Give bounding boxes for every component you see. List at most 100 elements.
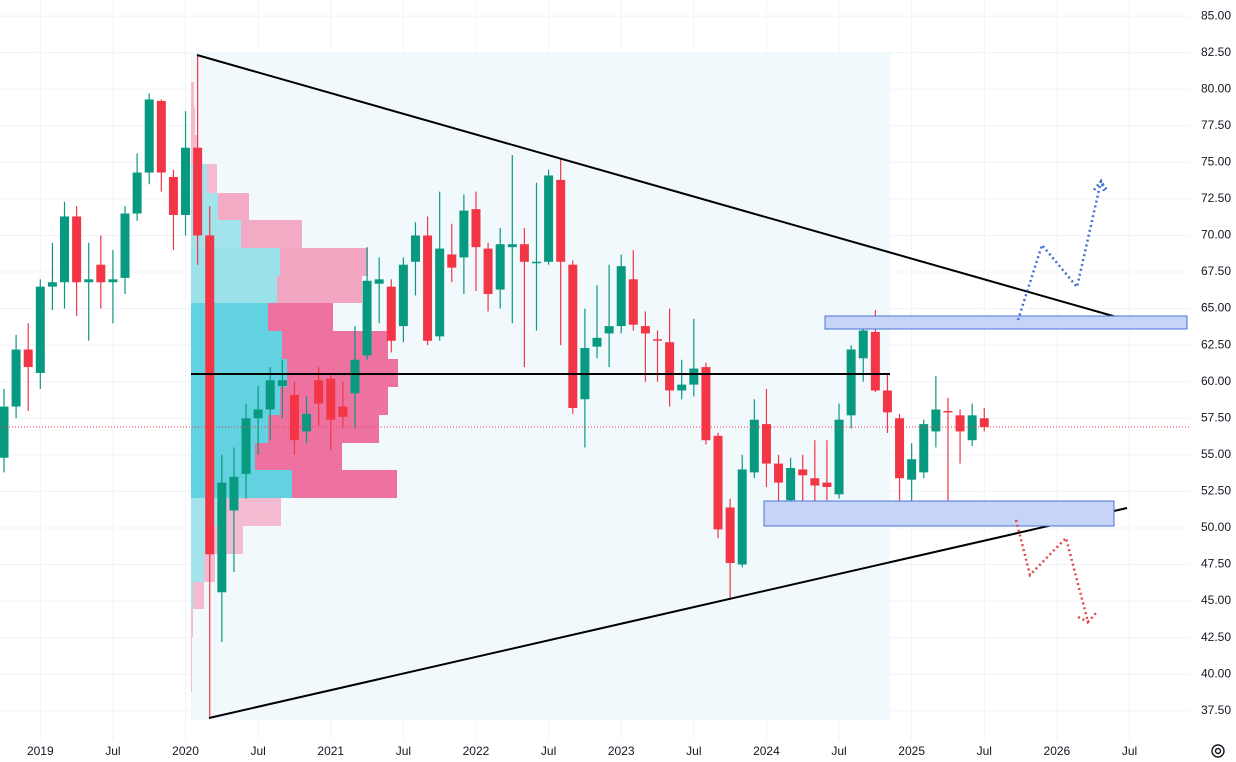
x-tick-label: 2020	[172, 744, 199, 758]
candle-body	[822, 482, 832, 487]
candle-body	[701, 367, 711, 441]
y-tick-label: 62.50	[1201, 337, 1231, 351]
candle-body	[181, 147, 191, 215]
candle-body	[798, 469, 808, 476]
y-tick-label: 80.00	[1201, 81, 1231, 95]
candle-body	[217, 482, 227, 593]
y-tick-label: 60.00	[1201, 374, 1231, 388]
candle-body	[96, 264, 106, 283]
candle-body	[471, 209, 481, 248]
y-tick-label: 45.00	[1201, 593, 1231, 607]
x-tick-label: 2024	[753, 744, 780, 758]
candle-body	[435, 248, 445, 337]
y-tick-label: 47.50	[1201, 557, 1231, 571]
x-tick-label: Jul	[977, 744, 992, 758]
candle-body	[568, 264, 578, 409]
candle-body	[713, 435, 723, 530]
x-tick-label: 2026	[1044, 744, 1071, 758]
x-tick-label: 2021	[317, 744, 344, 758]
candle-body	[60, 216, 70, 283]
candle-body	[302, 413, 312, 432]
candle-body	[314, 380, 324, 404]
y-tick-label: 77.50	[1201, 118, 1231, 132]
candle-body	[846, 349, 856, 416]
candle-body	[810, 478, 820, 486]
candle-body	[507, 244, 517, 248]
candle-body	[955, 415, 965, 432]
candle-body	[882, 390, 892, 413]
candle-body	[834, 419, 844, 495]
candle-body	[11, 349, 21, 407]
x-tick-label: 2019	[27, 744, 54, 758]
x-tick-label: Jul	[686, 744, 701, 758]
y-tick-label: 50.00	[1201, 520, 1231, 534]
candle-body	[737, 469, 747, 565]
candle-body	[931, 409, 941, 432]
y-tick-label: 52.50	[1201, 484, 1231, 498]
y-tick-label: 67.50	[1201, 264, 1231, 278]
y-tick-label: 72.50	[1201, 191, 1231, 205]
x-tick-label: Jul	[831, 744, 846, 758]
settings-icon[interactable]	[1211, 744, 1225, 758]
candle-body	[47, 282, 57, 287]
candle-body	[84, 279, 94, 283]
candle-body	[253, 409, 263, 419]
candle-body	[604, 326, 614, 334]
x-tick-label: Jul	[1122, 744, 1137, 758]
candle-body	[132, 172, 142, 214]
x-tick-label: Jul	[105, 744, 120, 758]
y-tick-label: 37.50	[1201, 703, 1231, 717]
candle-body	[628, 279, 638, 325]
candle-body	[120, 213, 130, 278]
x-tick-label: Jul	[541, 744, 556, 758]
candle-body	[519, 244, 529, 262]
x-tick-label: Jul	[250, 744, 265, 758]
y-tick-label: 57.50	[1201, 410, 1231, 424]
candle-body	[35, 286, 45, 373]
candle-body	[725, 507, 735, 564]
y-tick-label: 65.00	[1201, 301, 1231, 315]
candle-body	[193, 147, 203, 236]
candle-body	[544, 175, 554, 262]
candle-body	[592, 337, 602, 347]
candle-body	[168, 176, 178, 215]
candle-body	[979, 418, 989, 428]
candle-body	[386, 286, 396, 341]
candle-body	[943, 410, 953, 413]
candle-body	[689, 368, 699, 385]
candle-body	[616, 266, 626, 327]
candle-body	[338, 406, 348, 417]
candle-body	[326, 378, 336, 420]
candles	[0, 55, 1190, 717]
y-tick-label: 75.00	[1201, 155, 1231, 169]
candle-body	[640, 326, 650, 334]
candle-body	[653, 339, 663, 341]
candle-body	[108, 279, 118, 283]
candle-body	[398, 264, 408, 327]
drawings	[191, 54, 1188, 719]
x-tick-label: 2023	[608, 744, 635, 758]
candle-body	[761, 424, 771, 464]
y-tick-label: 40.00	[1201, 666, 1231, 680]
candle-body	[447, 254, 457, 268]
candle-body	[205, 235, 215, 555]
candle-body	[0, 406, 9, 458]
candle-body	[749, 419, 759, 473]
candle-body	[919, 424, 929, 473]
x-tick-label: Jul	[396, 744, 411, 758]
candle-body	[362, 280, 372, 356]
candle-body	[495, 244, 505, 290]
y-tick-label: 85.00	[1201, 8, 1231, 22]
candle-body	[895, 418, 905, 479]
axes: 37.50 40.00 42.50 45.00 47.50 50.00 52.50 55.00…	[27, 8, 1231, 758]
candle-body	[459, 210, 469, 258]
candle-body	[786, 467, 796, 501]
candle-body	[483, 248, 493, 294]
y-tick-label: 82.50	[1201, 45, 1231, 59]
candle-body	[556, 179, 566, 262]
candle-body	[72, 216, 82, 283]
candle-body	[531, 261, 541, 264]
candle-body	[374, 279, 384, 284]
candle-body	[907, 459, 917, 480]
